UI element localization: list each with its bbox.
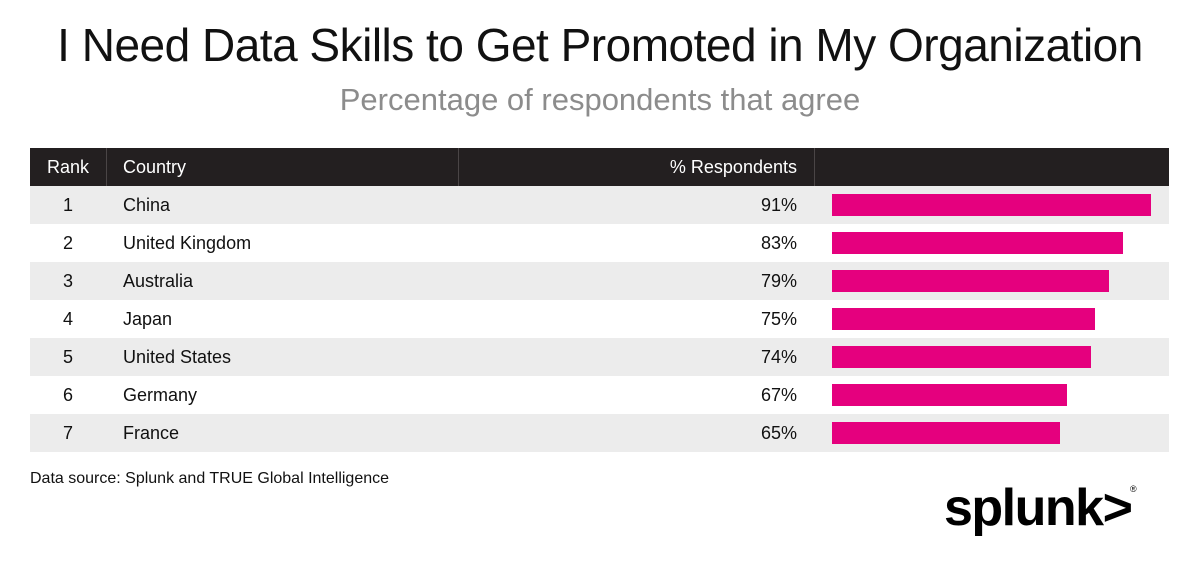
header-country: Country [123, 157, 187, 177]
percent-label: 65% [760, 423, 797, 443]
country-cell: France [123, 423, 180, 443]
chart-title: I Need Data Skills to Get Promoted in My… [57, 19, 1143, 71]
percent-bar [832, 194, 1151, 216]
header-divider [814, 148, 815, 186]
table-row: 3 Australia 79% [30, 262, 1169, 300]
header-percent: % Respondents [669, 157, 797, 177]
rank-cell: 3 [62, 271, 73, 291]
header-divider [106, 148, 107, 186]
table-row: 5 United States 74% [30, 338, 1169, 376]
percent-label: 83% [760, 233, 797, 253]
logo-wordmark: splunk> [944, 479, 1133, 537]
header-divider [458, 148, 459, 186]
country-cell: China [123, 195, 171, 215]
table-row: 7 France 65% [30, 414, 1169, 452]
rank-cell: 1 [62, 195, 73, 215]
country-cell: Germany [123, 385, 198, 405]
table-row: 1 China 91% [30, 186, 1169, 224]
percent-label: 91% [760, 195, 797, 215]
header-rank: Rank [46, 157, 90, 177]
percent-bar [832, 422, 1060, 444]
chart-subtitle: Percentage of respondents that agree [339, 82, 861, 117]
table-header: Rank Country % Respondents [30, 148, 1169, 186]
percent-bar [832, 308, 1095, 330]
data-source-note: Data source: Splunk and TRUE Global Inte… [30, 470, 390, 487]
rank-cell: 5 [62, 347, 73, 367]
splunk-logo: splunk> ® [944, 478, 1137, 538]
country-cell: Australia [123, 271, 194, 291]
percent-label: 79% [760, 271, 797, 291]
percent-label: 74% [760, 347, 797, 367]
rank-cell: 7 [62, 423, 73, 443]
table-row: 4 Japan 75% [30, 300, 1169, 338]
percent-bar [832, 346, 1092, 368]
table-body: 1 China 91% 2 United Kingdom 83% 3 Australia 79%… [30, 186, 1169, 452]
percent-bar [832, 384, 1067, 406]
percent-label: 75% [760, 309, 797, 329]
percent-bar [832, 232, 1123, 254]
percent-label: 67% [760, 385, 797, 405]
rank-cell: 4 [62, 309, 73, 329]
percent-bar [832, 270, 1109, 292]
rank-cell: 6 [62, 385, 73, 405]
registered-mark: ® [1130, 484, 1137, 494]
rank-cell: 2 [62, 233, 73, 253]
country-cell: United Kingdom [123, 233, 252, 253]
table-row: 2 United Kingdom 83% [30, 224, 1169, 262]
country-cell: Japan [123, 309, 173, 329]
country-cell: United States [123, 347, 232, 367]
table-row: 6 Germany 67% [30, 376, 1169, 414]
ranking-table: Rank Country % Respondents 1 China 91% 2 Uni… [30, 148, 1169, 452]
